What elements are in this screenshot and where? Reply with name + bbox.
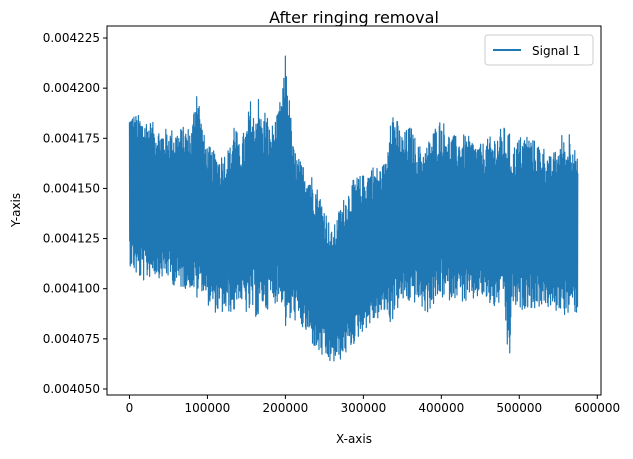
x-axis: 0 100000 200000 300000 400000 500000 600000 bbox=[126, 395, 620, 415]
legend: Signal 1 bbox=[484, 34, 594, 66]
x-tick-label: 600000 bbox=[574, 401, 620, 415]
chart-title: After ringing removal bbox=[269, 8, 439, 27]
x-tick-label: 300000 bbox=[340, 401, 386, 415]
y-tick-label: 0.004150 bbox=[43, 181, 100, 195]
y-tick-label: 0.004075 bbox=[43, 332, 100, 346]
x-tick-label: 200000 bbox=[262, 401, 308, 415]
x-axis-label: X-axis bbox=[336, 432, 372, 446]
y-axis-label: Y-axis bbox=[9, 193, 23, 228]
x-tick-label: 500000 bbox=[496, 401, 542, 415]
legend-label: Signal 1 bbox=[532, 44, 580, 58]
y-tick-label: 0.004200 bbox=[43, 81, 100, 95]
y-tick-label: 0.004225 bbox=[43, 31, 100, 45]
signal-1-line bbox=[128, 55, 579, 362]
x-tick-label: 0 bbox=[126, 401, 134, 415]
y-tick-label: 0.004100 bbox=[43, 282, 100, 296]
x-tick-label: 100000 bbox=[185, 401, 231, 415]
y-tick-label: 0.004050 bbox=[43, 382, 100, 396]
x-tick-label: 400000 bbox=[418, 401, 464, 415]
signal-series bbox=[128, 55, 579, 362]
y-tick-label: 0.004125 bbox=[43, 232, 100, 246]
y-tick-label: 0.004175 bbox=[43, 131, 100, 145]
plot-frame bbox=[106, 25, 602, 396]
y-axis: 0.004050 0.004075 0.004100 0.004125 0.004150… bbox=[43, 31, 107, 396]
legend-box bbox=[484, 34, 594, 66]
